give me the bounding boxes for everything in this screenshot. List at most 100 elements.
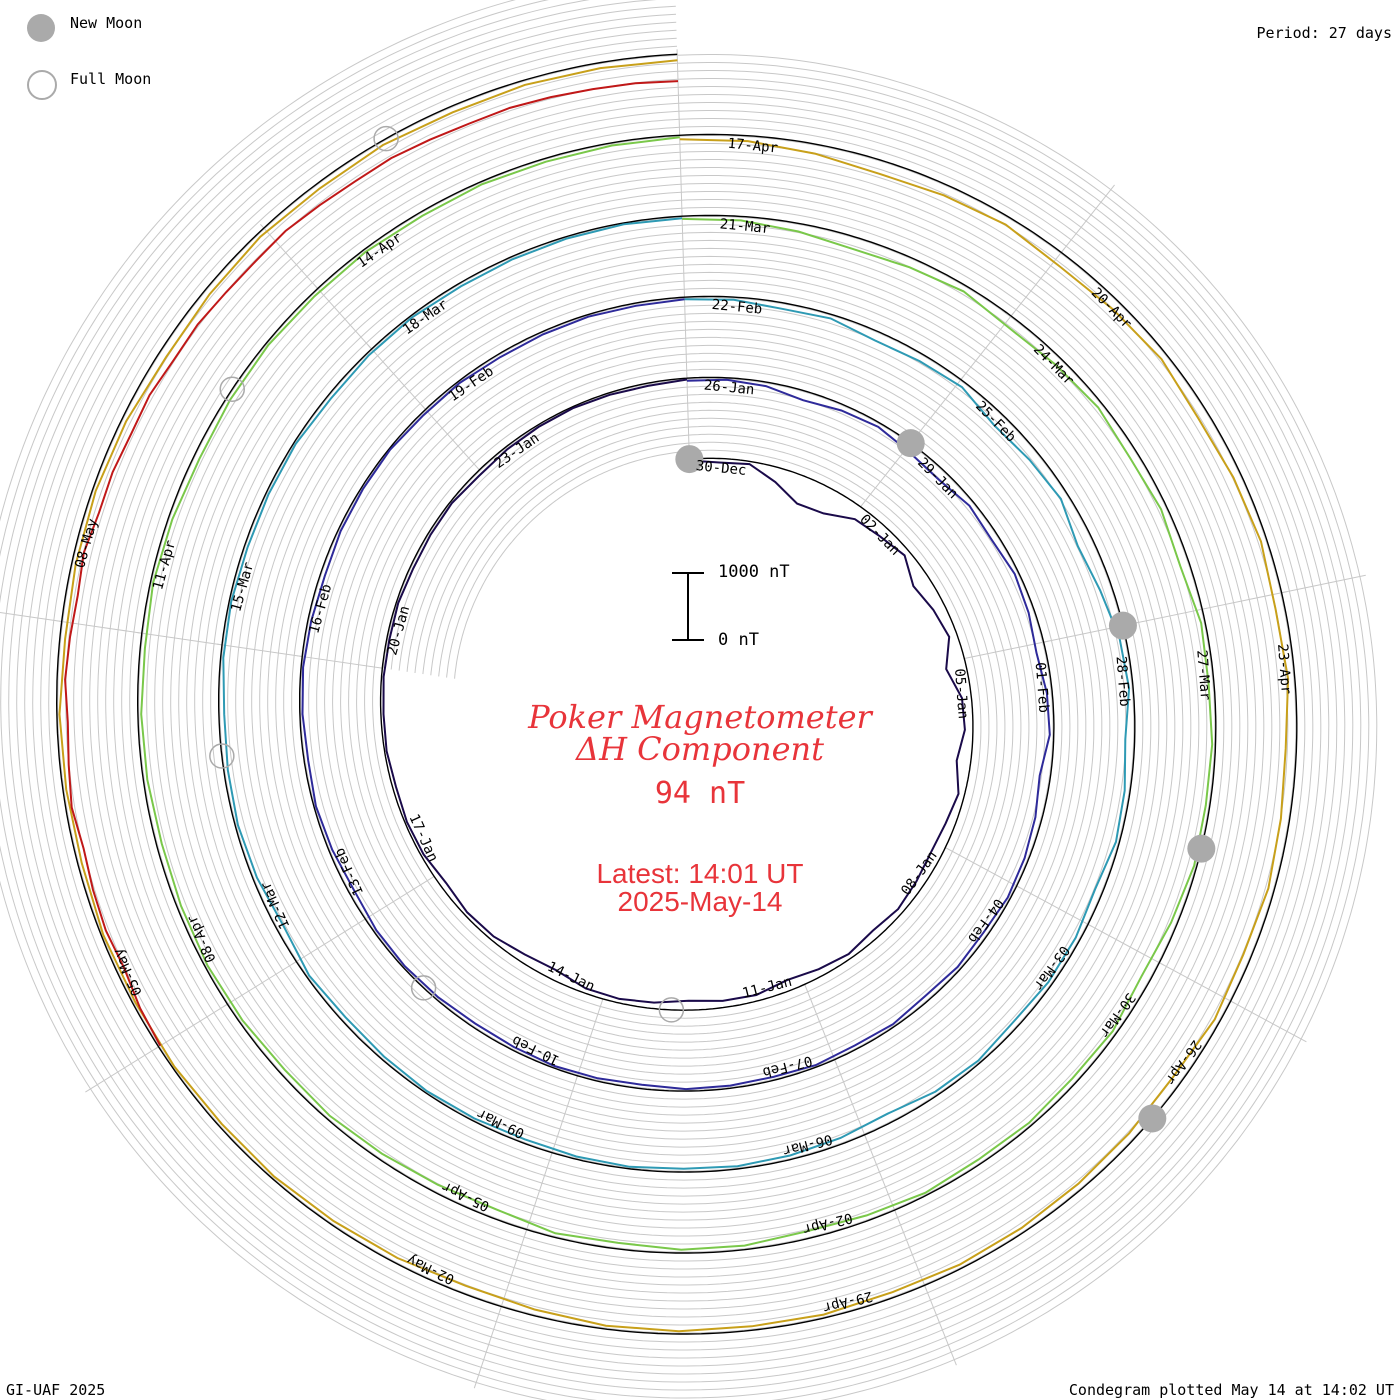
date-spokes (0, 49, 1366, 1389)
date-spoke (1087, 923, 1164, 966)
magnetometer-trace (58, 59, 1290, 1333)
credit-label: GI-UAF 2025 (6, 1381, 106, 1399)
legend-new-moon-label: New Moon (70, 14, 143, 32)
grid-ring (24, 21, 1330, 1367)
chart-subtitle: ΔH Component (575, 730, 825, 768)
new-moon-marker (1187, 834, 1216, 863)
latest-time: Latest: 14:01 UT (596, 858, 804, 889)
date-label: 10-Feb (510, 1032, 563, 1068)
date-spoke (367, 344, 426, 410)
date-label: 30-Dec (695, 458, 747, 479)
grid-ring (16, 13, 1338, 1375)
date-spoke (864, 1134, 897, 1215)
date-spoke (56, 620, 142, 634)
date-spoke (1159, 962, 1236, 1004)
date-spoke (1122, 607, 1208, 627)
date-label: 17-Apr (727, 136, 779, 157)
date-label: 02-May (405, 1251, 458, 1287)
date-spoke (678, 130, 683, 217)
magnetometer-trace (301, 298, 1051, 1091)
grid-ring (32, 29, 1322, 1359)
date-label: 14-Jan (545, 959, 598, 995)
magnetometer-trace (140, 136, 1214, 1251)
date-label: 23-Jan (492, 430, 543, 472)
period-label: Period: 27 days (1256, 24, 1392, 42)
date-spoke (0, 612, 62, 623)
date-label: 18-Mar (400, 296, 451, 338)
new-moon-icon (27, 14, 55, 42)
date-spoke (1010, 248, 1065, 317)
date-spoke (550, 1075, 578, 1158)
full-moon-marker (658, 997, 685, 1023)
date-spoke (136, 631, 223, 646)
date-spoke (834, 1059, 867, 1140)
moon-markers (209, 125, 1216, 1133)
full-moon-marker (373, 125, 399, 152)
date-label: 23-Apr (1274, 643, 1294, 695)
new-moon-marker (896, 429, 925, 458)
grid-ring (0, 0, 1354, 1391)
legend-full-moon-label: Full Moon (70, 70, 152, 88)
date-label: 22-Feb (711, 297, 763, 318)
date-spoke (1281, 574, 1366, 594)
date-label: 01-Feb (1032, 662, 1052, 714)
date-label: 09-Mar (475, 1105, 528, 1141)
date-spoke (154, 1003, 228, 1050)
latest-date: 2025-May-14 (617, 886, 783, 917)
date-label: 02-Jan (856, 512, 903, 559)
magnetometer-trace (382, 378, 966, 1004)
date-spoke (360, 876, 435, 923)
date-label: 08-Apr (184, 912, 219, 965)
magnetometer-trace (222, 217, 1131, 1170)
date-spoke (260, 224, 319, 289)
date-spoke (473, 1306, 502, 1389)
date-label: 21-Mar (719, 216, 771, 237)
date-label: 26-Jan (703, 377, 755, 398)
date-spoke (1230, 1000, 1307, 1043)
date-spoke (686, 373, 690, 460)
date-spoke (222, 961, 297, 1008)
date-label: 19-Feb (446, 363, 497, 405)
date-spoke (894, 1209, 927, 1291)
date-spoke (421, 405, 480, 471)
grid-ring (0, 0, 1362, 1399)
date-label: 05-Jan (951, 668, 971, 720)
date-spoke (910, 375, 965, 444)
date-spoke (524, 1152, 553, 1235)
date-label: 05-Apr (440, 1178, 493, 1214)
date-spoke (1060, 184, 1115, 253)
scale-bar (672, 572, 704, 641)
date-spoke (804, 984, 837, 1065)
current-value: 94 nT (654, 776, 746, 811)
grid-ring (0, 0, 1370, 1400)
date-spoke (683, 292, 688, 379)
grid-ring (8, 5, 1346, 1383)
baseline-spiral (55, 53, 1298, 1335)
full-moon-marker (410, 975, 437, 1001)
date-label: 28-Feb (1112, 656, 1132, 708)
date-spoke (681, 211, 685, 298)
date-spoke (297, 655, 383, 669)
date-spoke (1016, 885, 1093, 928)
date-label: 27-Mar (1193, 649, 1213, 701)
date-spoke (960, 311, 1015, 380)
magnetometer-trace (64, 80, 679, 1047)
date-spoke (499, 1229, 528, 1312)
plotted-timestamp: Condegram plotted May 14 at 14:02 UT (1068, 1381, 1394, 1399)
date-spoke (216, 643, 303, 658)
full-moon-marker (209, 743, 235, 769)
date-spoke (945, 847, 1022, 889)
date-spoke (313, 284, 372, 350)
scale-bottom-label: 0 nT (718, 630, 759, 650)
date-spoke (676, 49, 681, 136)
spiral-baseline (55, 53, 1298, 1335)
date-spoke (85, 1046, 159, 1093)
grid-ring (48, 45, 1306, 1343)
full-moon-marker (219, 376, 245, 402)
date-spoke (291, 918, 366, 965)
date-label: 17-Jan (405, 812, 440, 865)
full-moon-icon (27, 70, 57, 100)
